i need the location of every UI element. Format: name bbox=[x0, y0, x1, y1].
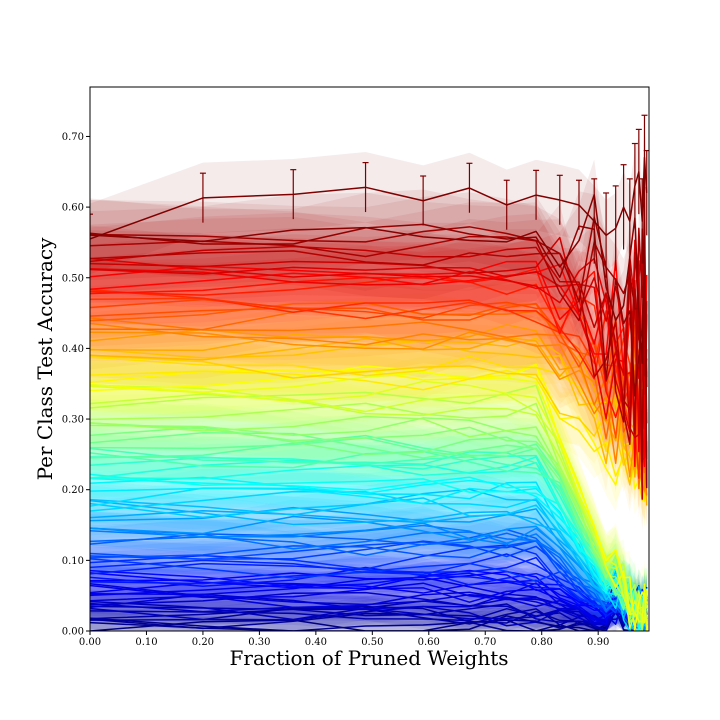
confidence-band bbox=[90, 570, 647, 631]
confidence-band bbox=[90, 339, 647, 631]
x-tick-label: 0.60 bbox=[418, 637, 440, 648]
confidence-band bbox=[90, 338, 647, 527]
confidence-band bbox=[90, 490, 647, 631]
series-line bbox=[90, 302, 648, 439]
confidence-band bbox=[90, 468, 647, 631]
confidence-band bbox=[90, 492, 647, 631]
plot-frame bbox=[89, 86, 650, 632]
confidence-band bbox=[90, 310, 647, 526]
confidence-band bbox=[90, 306, 647, 534]
confidence-band bbox=[90, 570, 647, 631]
series-line bbox=[90, 228, 648, 439]
confidence-band bbox=[90, 457, 647, 631]
confidence-band bbox=[90, 570, 647, 631]
x-tick-label: 0.70 bbox=[474, 637, 496, 648]
confidence-band bbox=[90, 236, 647, 485]
confidence-band bbox=[90, 273, 647, 469]
confidence-band bbox=[90, 369, 647, 631]
confidence-band bbox=[90, 294, 647, 493]
confidence-band bbox=[90, 194, 647, 469]
confidence-band bbox=[90, 216, 647, 479]
x-tick-label: 0.90 bbox=[587, 637, 609, 648]
series-line bbox=[90, 250, 648, 445]
series-lines bbox=[90, 156, 648, 631]
y-tick-label: 0.50 bbox=[62, 273, 84, 284]
x-tick-label: 0.80 bbox=[531, 637, 553, 648]
y-axis: 0.00 0.10 0.20 0.30 0.40 0.50 0.60 0.70 bbox=[62, 132, 90, 638]
series-line bbox=[90, 156, 648, 240]
confidence-band bbox=[90, 482, 647, 631]
confidence-band bbox=[90, 236, 647, 485]
y-axis-label: Per Class Test Accuracy bbox=[33, 237, 57, 481]
confidence-band bbox=[90, 430, 647, 631]
confidence-band bbox=[90, 470, 647, 631]
confidence-band bbox=[90, 463, 647, 631]
series-line bbox=[90, 223, 648, 397]
x-tick-label: 0.40 bbox=[305, 637, 327, 648]
confidence-band bbox=[90, 122, 647, 275]
confidence-band bbox=[90, 379, 647, 631]
confidence-band bbox=[90, 543, 647, 631]
x-tick-label: 0.10 bbox=[135, 637, 157, 648]
confidence-band bbox=[90, 346, 647, 631]
y-tick-label: 0.20 bbox=[62, 485, 84, 496]
y-tick-label: 0.30 bbox=[62, 415, 84, 426]
series-line bbox=[90, 454, 648, 631]
confidence-band bbox=[90, 524, 647, 631]
confidence-band bbox=[90, 558, 647, 631]
confidence-band bbox=[90, 499, 647, 631]
confidence-band bbox=[90, 267, 647, 510]
confidence-band bbox=[90, 581, 647, 631]
confidence-band bbox=[90, 415, 647, 631]
x-axis: 0.00 0.10 0.20 0.30 0.40 0.50 0.60 0.70 0.80 0.90 bbox=[79, 631, 609, 648]
x-tick-label: 0.20 bbox=[192, 637, 214, 648]
error-bars bbox=[90, 114, 649, 278]
series-line bbox=[90, 186, 648, 489]
y-tick-label: 0.10 bbox=[62, 556, 84, 567]
confidence-band bbox=[90, 479, 647, 631]
y-tick-label: 0.70 bbox=[62, 132, 84, 143]
confidence-band bbox=[90, 228, 647, 499]
series-line bbox=[90, 297, 648, 479]
confidence-band bbox=[90, 413, 647, 631]
confidence-band bbox=[90, 539, 647, 631]
confidence-band bbox=[90, 399, 647, 631]
x-tick-label: 0.30 bbox=[248, 637, 270, 648]
y-tick-label: 0.60 bbox=[62, 203, 84, 214]
confidence-band bbox=[90, 269, 647, 456]
confidence-band bbox=[90, 426, 647, 631]
confidence-band bbox=[90, 228, 647, 499]
y-tick-label: 0.40 bbox=[62, 344, 84, 355]
series-line bbox=[90, 267, 648, 453]
confidence-band bbox=[90, 258, 647, 488]
x-tick-label: 0.50 bbox=[361, 637, 383, 648]
series-line bbox=[90, 499, 648, 631]
confidence-band bbox=[90, 272, 647, 462]
confidence-band bbox=[90, 152, 647, 524]
confidence-band bbox=[90, 543, 647, 631]
x-axis-label: Fraction of Pruned Weights bbox=[230, 646, 509, 670]
y-tick-label: 0.00 bbox=[62, 627, 84, 638]
series-line bbox=[90, 227, 648, 435]
x-tick-label: 0.00 bbox=[79, 637, 101, 648]
confidence-band bbox=[90, 288, 647, 525]
confidence-band bbox=[90, 457, 647, 631]
confidence-band bbox=[90, 511, 647, 631]
series-line bbox=[90, 364, 648, 631]
